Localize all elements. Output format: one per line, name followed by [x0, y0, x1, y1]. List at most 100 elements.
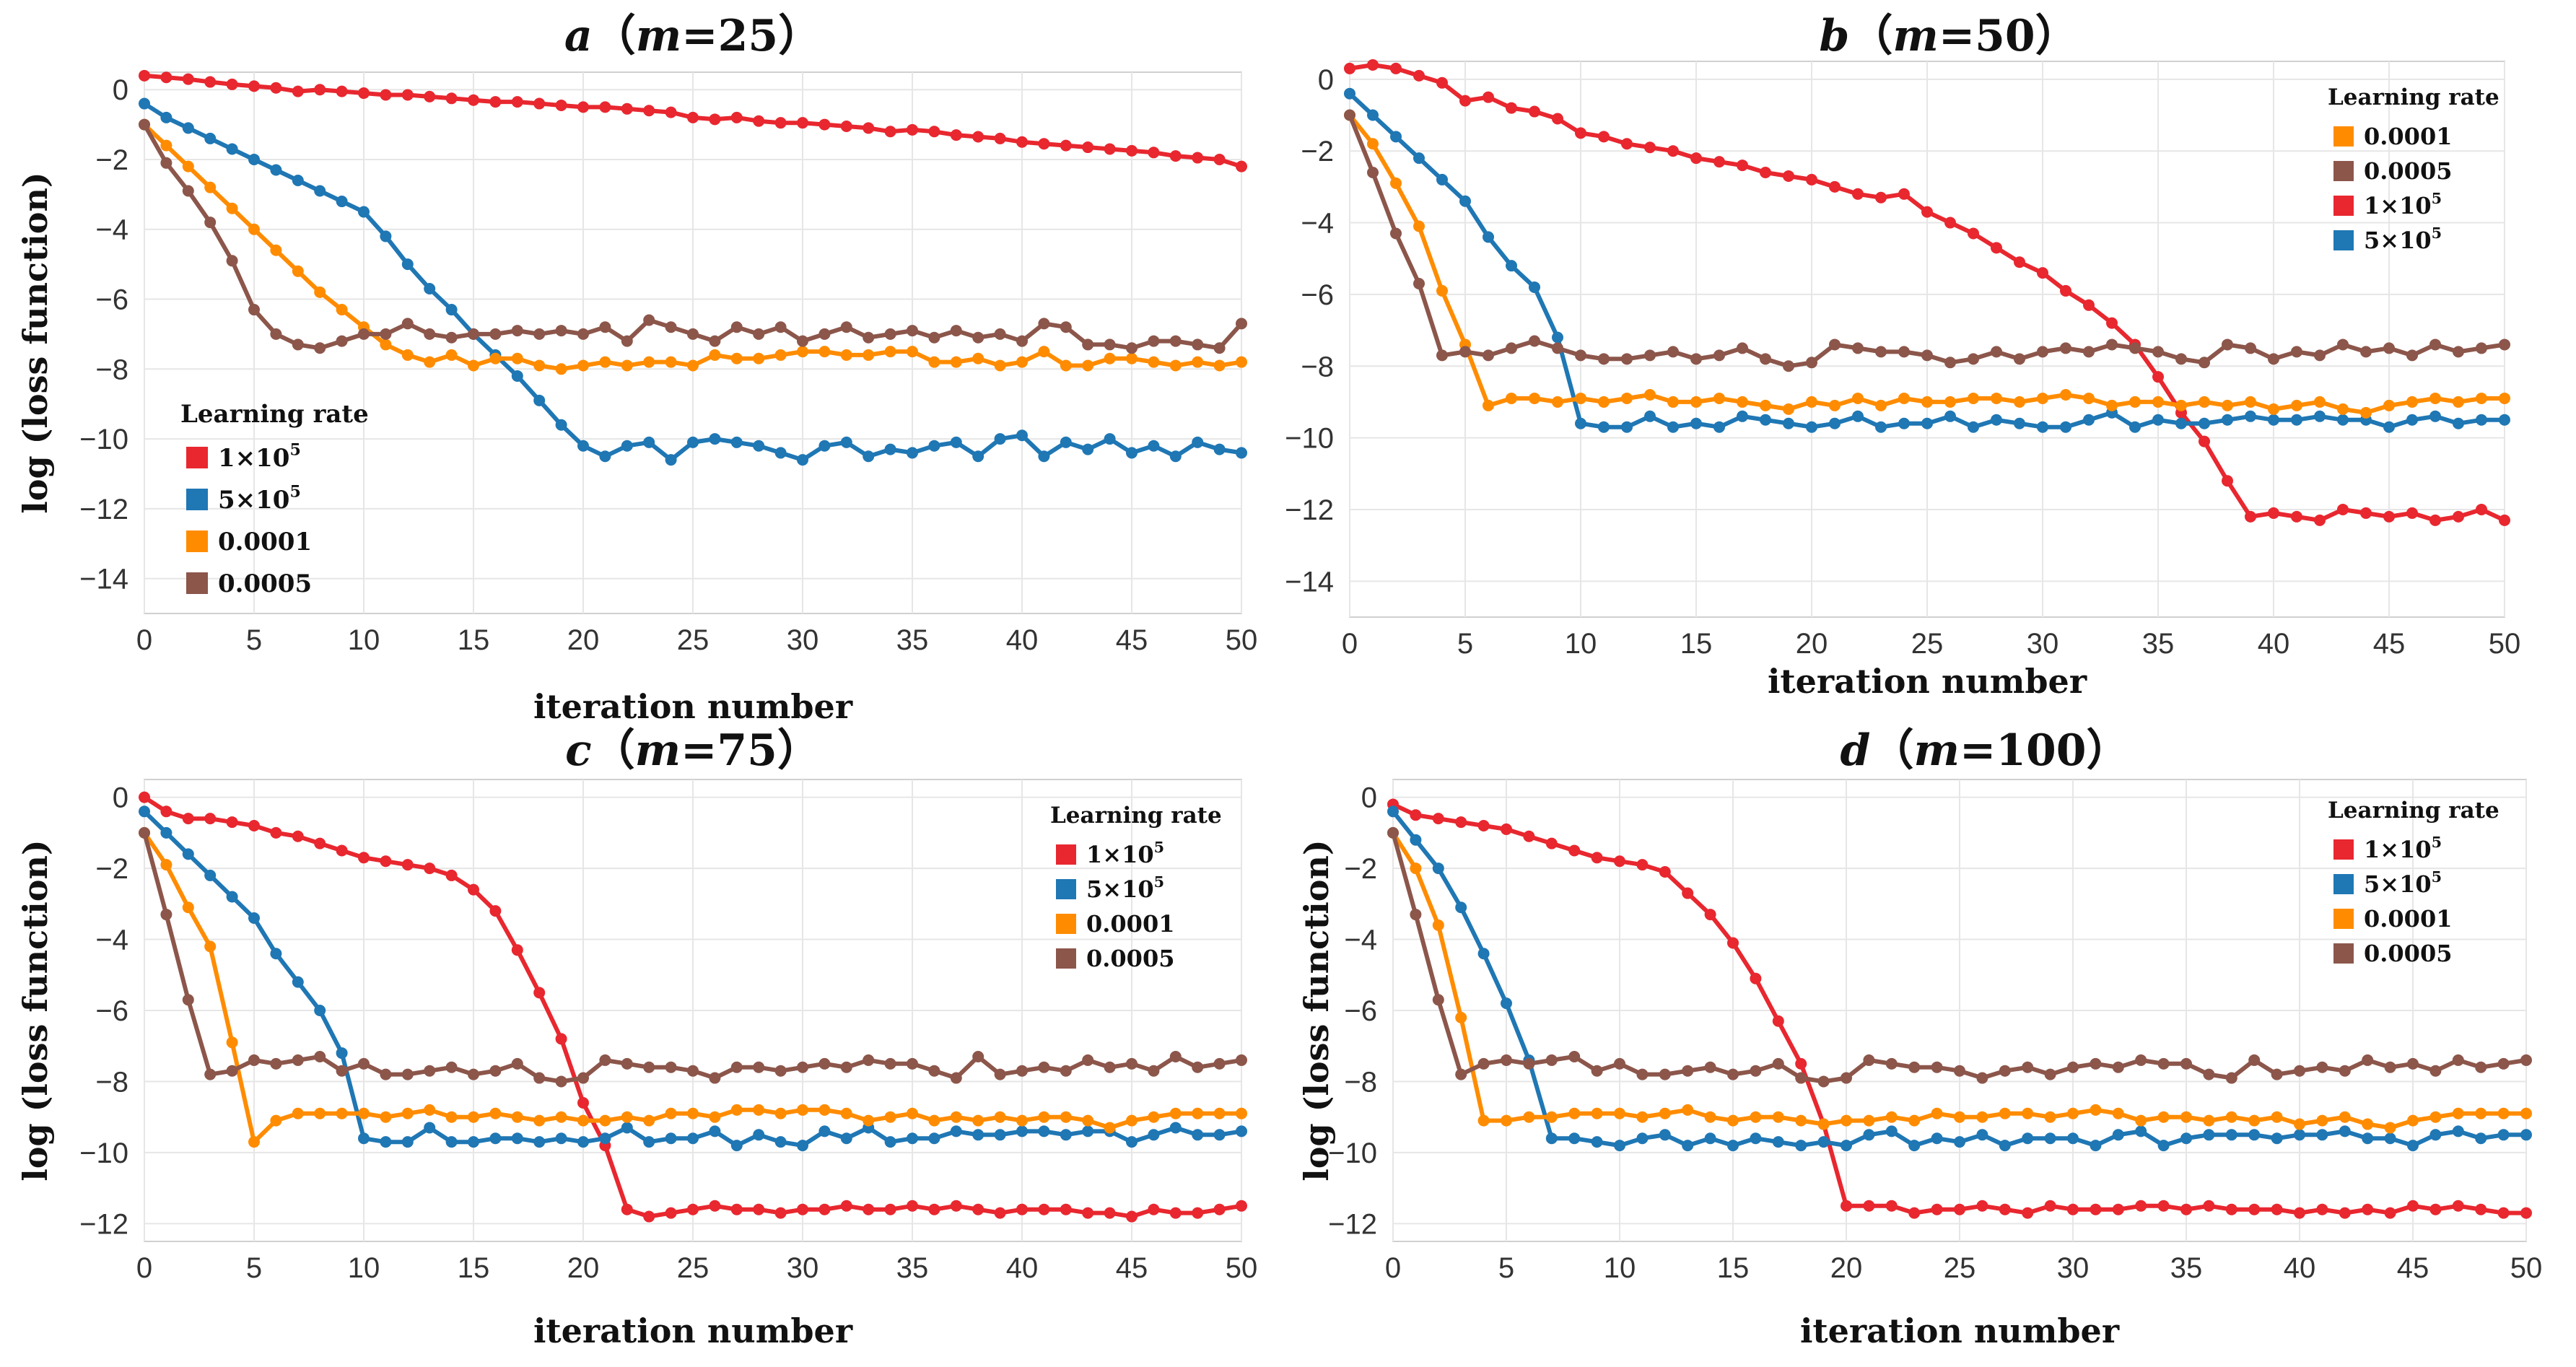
data-point-0.0005 [1991, 346, 2002, 358]
data-point-1x10^5 [1885, 1200, 1898, 1212]
data-point-0.0001 [1192, 356, 1204, 368]
data-point-1x10^5 [1636, 859, 1649, 871]
y-tick-label: −2 [95, 853, 128, 885]
data-point-1x10^5 [1829, 180, 1841, 193]
data-point-0.0001 [1501, 1114, 1512, 1127]
legend-label-0.0005: 0.0005 [1086, 945, 1174, 972]
data-point-0.0005 [884, 328, 896, 340]
data-point-5x10^5 [2203, 1129, 2215, 1141]
data-point-5x10^5 [248, 912, 260, 924]
data-point-0.0001 [621, 1111, 633, 1123]
data-point-5x10^5 [840, 1132, 852, 1145]
data-point-1x10^5 [577, 1097, 589, 1109]
data-point-5x10^5 [2083, 414, 2095, 426]
data-point-1x10^5 [2429, 1203, 2442, 1215]
data-point-0.0005 [380, 1068, 392, 1080]
data-point-0.0001 [1885, 1111, 1898, 1123]
data-point-5x10^5 [358, 206, 370, 218]
title-value: =25） [681, 11, 821, 61]
data-point-0.0005 [1038, 1061, 1050, 1073]
data-point-5x10^5 [1387, 805, 1399, 818]
data-point-0.0005 [1506, 342, 1517, 354]
data-point-0.0001 [884, 1111, 896, 1123]
data-point-0.0001 [1082, 359, 1094, 372]
data-point-1x10^5 [1852, 188, 1864, 200]
data-point-5x10^5 [753, 440, 765, 452]
data-point-0.0005 [2180, 1057, 2192, 1070]
data-point-5x10^5 [2406, 414, 2418, 426]
data-point-1x10^5 [1483, 91, 1494, 103]
data-point-0.0005 [1192, 339, 1204, 351]
data-point-5x10^5 [1410, 834, 1422, 846]
data-point-1x10^5 [621, 1203, 633, 1215]
data-point-5x10^5 [1621, 421, 1633, 433]
legend-label-5x10^5: 5×105 [218, 483, 301, 515]
data-point-0.0005 [182, 994, 194, 1006]
y-tick-label: −4 [1301, 208, 1334, 240]
data-point-1x10^5 [2268, 507, 2279, 519]
data-point-5x10^5 [139, 805, 150, 818]
data-point-0.0005 [1213, 1057, 1226, 1070]
data-point-0.0005 [1148, 1065, 1160, 1077]
data-point-0.0005 [1213, 342, 1226, 354]
data-point-0.0001 [1644, 389, 1656, 401]
data-point-5x10^5 [292, 976, 304, 988]
data-point-5x10^5 [2014, 417, 2025, 429]
data-point-5x10^5 [1459, 195, 1471, 207]
data-point-0.0001 [270, 1114, 282, 1127]
data-point-0.0001 [1795, 1114, 1807, 1127]
data-point-5x10^5 [555, 1132, 567, 1145]
data-point-1x10^5 [884, 1203, 896, 1215]
data-point-0.0005 [2106, 339, 2118, 351]
data-point-0.0005 [1568, 1051, 1581, 1062]
data-point-0.0001 [1082, 1114, 1094, 1127]
data-point-0.0005 [2429, 339, 2441, 351]
data-point-1x10^5 [1921, 206, 1933, 218]
x-axis-label: iteration number [1768, 662, 2087, 701]
data-point-5x10^5 [358, 1132, 370, 1145]
data-point-5x10^5 [2314, 410, 2326, 422]
data-point-1x10^5 [2248, 1203, 2261, 1215]
data-point-0.0005 [2520, 1054, 2532, 1066]
data-point-5x10^5 [1829, 417, 1841, 429]
x-tick-label: 15 [1717, 1252, 1750, 1284]
x-tick-label: 0 [136, 624, 152, 656]
data-point-1x10^5 [643, 105, 655, 117]
data-point-1x10^5 [380, 89, 392, 101]
data-point-0.0001 [1783, 403, 1794, 415]
legend-swatch-0.0001 [1056, 914, 1076, 934]
legend-exponent: 5 [289, 483, 300, 502]
data-point-0.0001 [1682, 1104, 1694, 1116]
legend-label-0.0005: 0.0005 [218, 569, 312, 598]
data-point-5x10^5 [511, 370, 523, 382]
data-point-0.0005 [599, 1054, 611, 1066]
data-point-5x10^5 [1126, 447, 1138, 459]
legend-exponent: 5 [1154, 838, 1164, 856]
title-letter: d [1841, 725, 1871, 776]
data-point-0.0005 [292, 339, 304, 351]
data-point-5x10^5 [1501, 997, 1512, 1010]
chart-title: b（m=50） [1819, 11, 2078, 61]
data-point-0.0005 [1501, 1054, 1512, 1066]
data-point-5x10^5 [1737, 410, 1748, 422]
data-point-5x10^5 [204, 132, 217, 144]
data-point-1x10^5 [818, 118, 831, 131]
data-point-5x10^5 [1192, 1129, 1204, 1141]
data-point-0.0001 [2106, 399, 2118, 411]
data-point-1x10^5 [1148, 147, 1160, 159]
data-point-0.0001 [1659, 1107, 1671, 1119]
data-point-0.0005 [1016, 1065, 1028, 1077]
data-point-1x10^5 [665, 106, 677, 118]
data-point-0.0001 [2090, 1104, 2102, 1116]
data-point-0.0001 [1436, 284, 1448, 297]
x-tick-label: 10 [348, 1252, 380, 1284]
data-point-5x10^5 [445, 304, 458, 316]
y-tick-label: −6 [95, 284, 128, 316]
data-point-0.0005 [1598, 353, 1610, 365]
data-point-0.0001 [2129, 396, 2141, 408]
data-point-0.0005 [1829, 339, 1841, 351]
x-tick-label: 25 [677, 624, 710, 656]
data-point-0.0001 [2180, 1111, 2192, 1123]
data-point-5x10^5 [226, 891, 238, 903]
x-axis-label: iteration number [533, 1311, 853, 1350]
